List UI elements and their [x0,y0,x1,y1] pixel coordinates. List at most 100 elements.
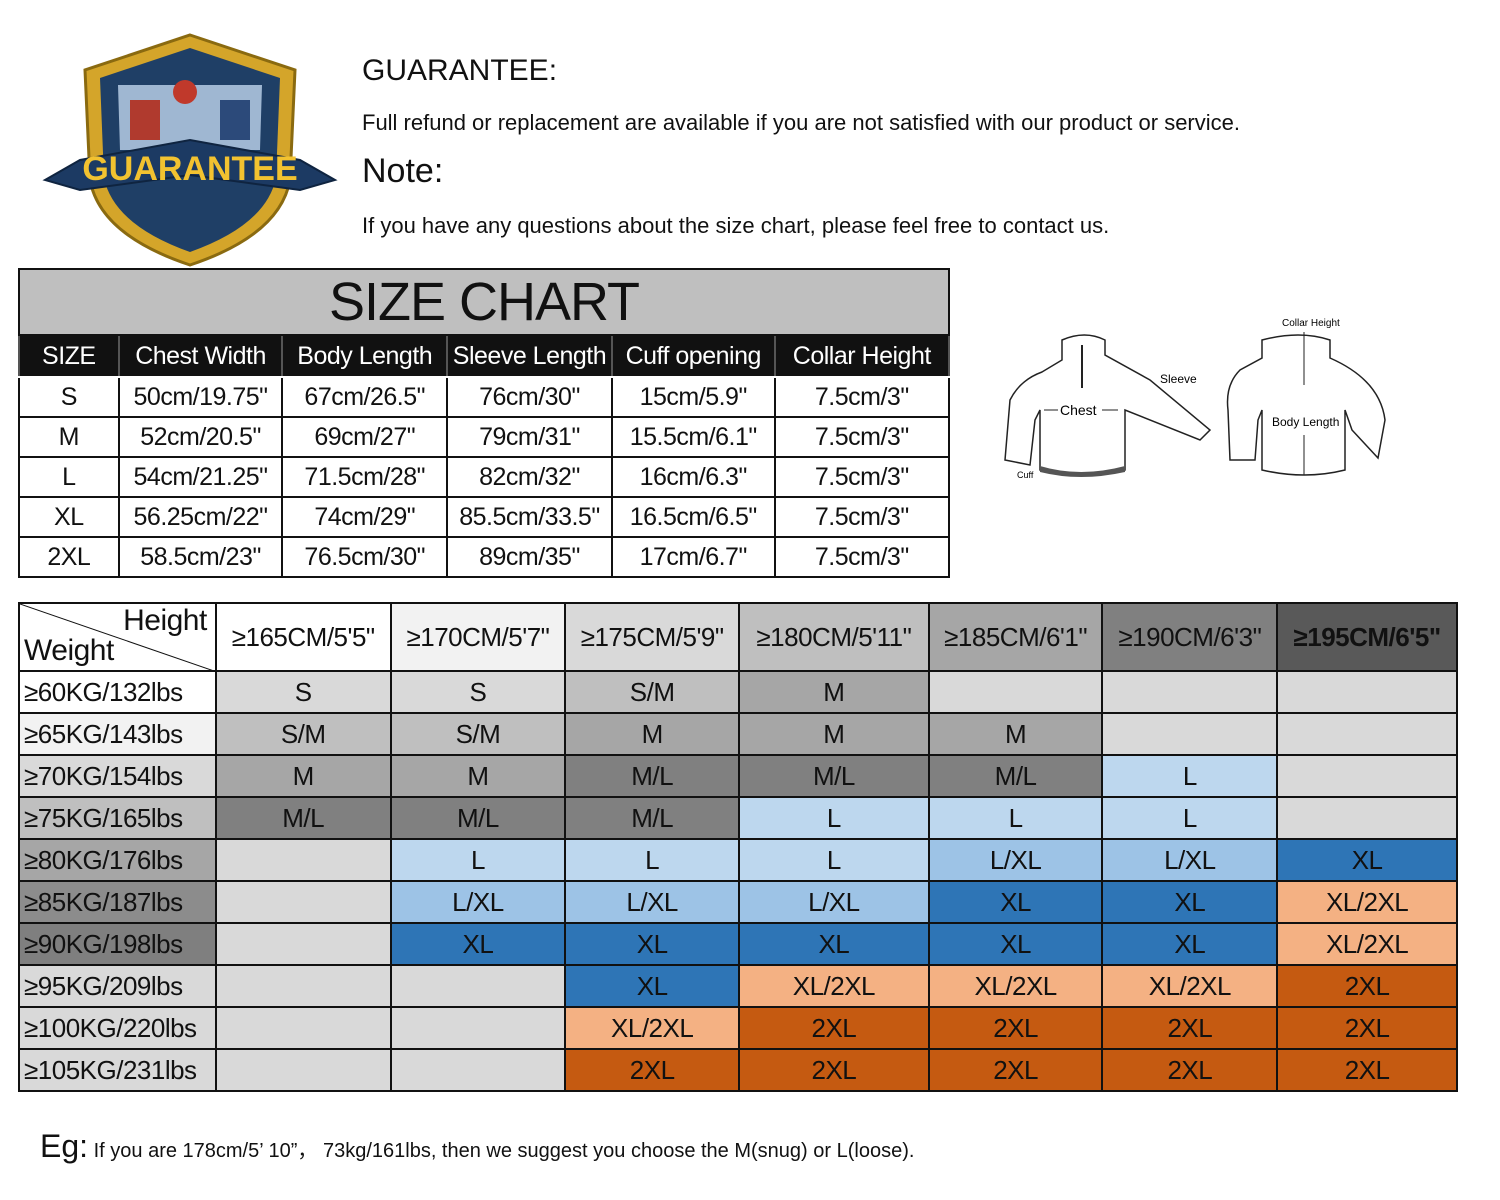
fit-size-cell: M/L [927,754,1104,798]
fit-size-cell: L/XL [1101,838,1279,882]
fit-size-cell [214,1048,392,1092]
fit-size-cell: XL/2XL [564,1006,741,1050]
size-chart-cell: 58.5cm/23" [117,536,284,578]
weight-label: ≥95KG/209lbs [18,964,217,1008]
fit-row: ≥105KG/231lbs 2XL 2XL 2XL 2XL 2XL [18,1048,1458,1092]
size-chart-cell: 79cm/31" [446,416,613,458]
size-chart-header: Cuff opening [610,334,776,378]
fit-size-cell: M [214,754,392,798]
guarantee-shield-logo: GUARANTEE [42,33,338,267]
fit-size-cell: XL [1276,838,1458,882]
fit-size-cell: XL [738,922,930,966]
size-chart-row: XL 56.25cm/22" 74cm/29" 85.5cm/33.5" 16.5cm/… [18,496,951,538]
fit-row: ≥70KG/154lbs M M M/L M/L M/L L [18,754,1458,798]
size-chart-cell: 50cm/19.75" [117,376,284,418]
size-chart-row: 2XL 58.5cm/23" 76.5cm/30" 89cm/35" 17cm/6.7"… [18,536,951,578]
fit-row: ≥65KG/143lbs S/M S/M M M M [18,712,1458,756]
size-chart-cell: 7.5cm/3" [773,456,951,498]
fit-size-cell [1276,754,1458,798]
note-title: Note: [362,152,444,190]
guarantee-text: Full refund or replacement are available… [362,110,1240,135]
sleeve-label: Sleeve [1160,372,1197,386]
size-chart-cell: 7.5cm/3" [773,376,951,418]
fit-size-cell: 2XL [738,1048,930,1092]
example-label: Eg: [40,1128,89,1164]
size-chart-row: S 50cm/19.75" 67cm/26.5" 76cm/30" 15cm/5.9" 7… [18,376,951,418]
fit-size-cell: XL/2XL [1276,922,1458,966]
fit-size-cell: M [564,712,741,756]
example-note: Eg: If you are 178cm/5’ 10”， 73kg/161lbs… [40,1128,914,1165]
fit-size-cell: M [738,670,930,714]
height-header: ≥180CM/5'11" [738,602,930,672]
fit-size-cell [389,1006,567,1050]
fit-size-cell: 2XL [1276,1006,1458,1050]
fit-size-cell: M [927,712,1104,756]
fit-size-cell: L [927,796,1104,840]
fit-size-cell: L [1101,796,1279,840]
size-chart-cell: L [18,456,120,498]
corner-cell: Height Weight [18,602,217,672]
fit-size-cell [1276,796,1458,840]
body-length-label: Body Length [1272,415,1339,429]
fit-size-cell: L [738,796,930,840]
size-chart-cell: 74cm/29" [281,496,449,538]
fit-size-cell: L/XL [389,880,567,924]
fit-size-cell [389,1048,567,1092]
fit-size-cell: M/L [564,754,741,798]
fit-size-cell: 2XL [1101,1048,1279,1092]
fit-size-cell: 2XL [564,1048,741,1092]
fit-size-cell [1276,712,1458,756]
fit-size-cell: M/L [738,754,930,798]
fit-size-cell: XL [564,964,741,1008]
size-chart-cell: 69cm/27" [281,416,449,458]
weight-label: ≥85KG/187lbs [18,880,217,924]
size-chart-cell: 67cm/26.5" [281,376,449,418]
chest-label: Chest [1060,402,1097,418]
fit-size-cell: XL [564,922,741,966]
collar-height-label: Collar Height [1282,318,1340,329]
fit-size-cell: L/XL [738,880,930,924]
fit-row: ≥80KG/176lbs L L L L/XL L/XL XL [18,838,1458,882]
fit-size-cell: 2XL [1276,964,1458,1008]
fit-size-cell [214,838,392,882]
size-chart-cell: 76.5cm/30" [281,536,449,578]
fit-size-cell: S/M [564,670,741,714]
fit-size-cell: XL/2XL [738,964,930,1008]
size-chart-cell: 17cm/6.7" [610,536,776,578]
fit-size-cell: 2XL [1101,1006,1279,1050]
fit-size-cell: XL [1101,880,1279,924]
height-header: ≥165CM/5'5" [214,602,392,672]
height-header: ≥190CM/6'3" [1101,602,1279,672]
fit-size-cell: M [738,712,930,756]
fit-size-cell: 2XL [738,1006,930,1050]
size-chart-cell: 76cm/30" [446,376,613,418]
weight-label: ≥80KG/176lbs [18,838,217,882]
fit-size-cell [1101,670,1279,714]
size-chart-cell: 82cm/32" [446,456,613,498]
fit-size-cell: XL [389,922,567,966]
fit-size-cell [214,1006,392,1050]
fit-size-cell: XL [927,880,1104,924]
fit-size-cell: S [214,670,392,714]
fit-size-cell: M/L [564,796,741,840]
size-chart-cell: M [18,416,120,458]
size-chart-title: SIZE CHART [18,268,950,336]
fit-size-cell: L/XL [927,838,1104,882]
fit-size-cell: 2XL [927,1006,1104,1050]
size-chart-cell: 52cm/20.5" [117,416,284,458]
fit-size-cell: M [389,754,567,798]
height-header: ≥195CM/6'5" [1276,602,1458,672]
weight-label: ≥75KG/165lbs [18,796,217,840]
fit-size-cell: M/L [389,796,567,840]
fit-size-cell [389,964,567,1008]
size-chart-cell: 7.5cm/3" [773,496,951,538]
fit-size-cell: L [738,838,930,882]
size-chart-header: SIZE [18,334,120,378]
fit-size-cell: 2XL [927,1048,1104,1092]
fit-size-cell: L/XL [564,880,741,924]
size-chart-cell: 16.5cm/6.5" [610,496,776,538]
jacket-diagram: Chest Sleeve Cuff Collar Height Body Len… [1004,318,1386,480]
fit-size-cell [214,880,392,924]
fit-size-cell: S/M [214,712,392,756]
fit-size-cell: XL/2XL [1101,964,1279,1008]
